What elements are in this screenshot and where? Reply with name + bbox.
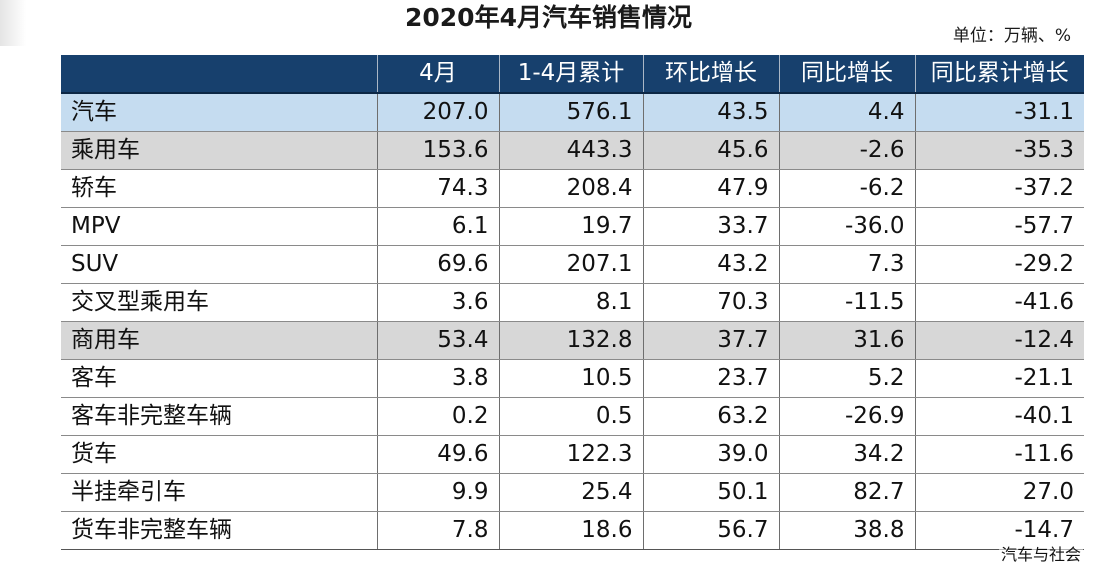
value-cell: 7.8 — [376, 511, 499, 550]
row-label: 轿车 — [61, 169, 377, 208]
value-cell: 69.6 — [376, 245, 499, 284]
value-cell: 132.8 — [498, 321, 643, 360]
table-row: 交叉型乘用车 3.6 8.1 70.3 -11.5 -41.6 — [61, 283, 1084, 322]
value-cell: 0.5 — [498, 397, 643, 436]
value-cell: 33.7 — [642, 207, 779, 246]
value-cell: 122.3 — [498, 435, 643, 474]
value-cell: 3.8 — [376, 359, 499, 398]
unit-label: 单位：万辆、% — [952, 26, 1071, 46]
table-row: 货车非完整车辆 7.8 18.6 56.7 38.8 -14.7 — [61, 511, 1084, 550]
row-label: 商用车 — [61, 321, 377, 360]
value-cell: 153.6 — [376, 131, 499, 170]
value-cell: 47.9 — [642, 169, 779, 208]
value-cell: -21.1 — [914, 359, 1084, 398]
value-cell: 207.1 — [498, 245, 643, 284]
table-row: 客车 3.8 10.5 23.7 5.2 -21.1 — [61, 359, 1084, 398]
value-cell: 53.4 — [376, 321, 499, 360]
row-label: 交叉型乘用车 — [61, 283, 377, 322]
value-cell: -31.1 — [914, 93, 1084, 132]
value-cell: 70.3 — [642, 283, 779, 322]
value-cell: 207.0 — [376, 93, 499, 132]
value-cell: 6.1 — [376, 207, 499, 246]
value-cell: 43.2 — [642, 245, 779, 284]
table-row: 乘用车 153.6 443.3 45.6 -2.6 -35.3 — [61, 131, 1084, 170]
value-cell: -40.1 — [914, 397, 1084, 436]
value-cell: 23.7 — [642, 359, 779, 398]
column-header: 环比增长 — [642, 55, 779, 94]
value-cell: 576.1 — [498, 93, 643, 132]
row-label: SUV — [61, 245, 377, 284]
table-row: 汽车 207.0 576.1 43.5 4.4 -31.1 — [61, 93, 1084, 132]
value-cell: 49.6 — [376, 435, 499, 474]
value-cell: 37.7 — [642, 321, 779, 360]
value-cell: 5.2 — [778, 359, 915, 398]
value-cell: 74.3 — [376, 169, 499, 208]
value-cell: -26.9 — [778, 397, 915, 436]
row-label: 客车非完整车辆 — [61, 397, 377, 436]
value-cell: 7.3 — [778, 245, 915, 284]
value-cell: 82.7 — [778, 473, 915, 512]
value-cell: 443.3 — [498, 131, 643, 170]
value-cell: -2.6 — [778, 131, 915, 170]
column-header: 4月 — [376, 55, 499, 94]
row-label: 货车非完整车辆 — [61, 511, 377, 550]
value-cell: 208.4 — [498, 169, 643, 208]
row-label: 货车 — [61, 435, 377, 474]
value-cell: -29.2 — [914, 245, 1084, 284]
table-row: 商用车 53.4 132.8 37.7 31.6 -12.4 — [61, 321, 1084, 360]
value-cell: 19.7 — [498, 207, 643, 246]
source-watermark: 汽车与社会 — [998, 545, 1083, 564]
value-cell: -6.2 — [778, 169, 915, 208]
row-label: 乘用车 — [61, 131, 377, 170]
sales-table: 4月 1-4月累计 环比增长 同比增长 同比累计增长 汽车 207.0 576.… — [61, 55, 1084, 550]
row-label: 半挂牵引车 — [61, 473, 377, 512]
value-cell: -11.6 — [914, 435, 1084, 474]
value-cell: -35.3 — [914, 131, 1084, 170]
value-cell: 0.2 — [376, 397, 499, 436]
table-row: SUV 69.6 207.1 43.2 7.3 -29.2 — [61, 245, 1084, 284]
row-label: MPV — [61, 207, 377, 246]
table-row: 半挂牵引车 9.9 25.4 50.1 82.7 27.0 — [61, 473, 1084, 512]
value-cell: 45.6 — [642, 131, 779, 170]
value-cell: 39.0 — [642, 435, 779, 474]
value-cell: 38.8 — [778, 511, 915, 550]
column-header: 1-4月累计 — [498, 55, 643, 94]
value-cell: -41.6 — [914, 283, 1084, 322]
table-row: 客车非完整车辆 0.2 0.5 63.2 -26.9 -40.1 — [61, 397, 1084, 436]
value-cell: 4.4 — [778, 93, 915, 132]
value-cell: -11.5 — [778, 283, 915, 322]
table-header-row: 4月 1-4月累计 环比增长 同比增长 同比累计增长 — [61, 55, 1084, 94]
value-cell: 43.5 — [642, 93, 779, 132]
page-corner-shadow — [0, 0, 26, 46]
value-cell: -57.7 — [914, 207, 1084, 246]
value-cell: 56.7 — [642, 511, 779, 550]
value-cell: 9.9 — [376, 473, 499, 512]
value-cell: -36.0 — [778, 207, 915, 246]
table-row: 货车 49.6 122.3 39.0 34.2 -11.6 — [61, 435, 1084, 474]
page-title: 2020年4月汽车销售情况 — [405, 3, 692, 32]
row-label: 客车 — [61, 359, 377, 398]
value-cell: -37.2 — [914, 169, 1084, 208]
table-row: MPV 6.1 19.7 33.7 -36.0 -57.7 — [61, 207, 1084, 246]
column-header: 同比累计增长 — [914, 55, 1084, 94]
column-header: 同比增长 — [778, 55, 915, 94]
table-row: 轿车 74.3 208.4 47.9 -6.2 -37.2 — [61, 169, 1084, 208]
value-cell: -12.4 — [914, 321, 1084, 360]
value-cell: 34.2 — [778, 435, 915, 474]
value-cell: 18.6 — [498, 511, 643, 550]
value-cell: 50.1 — [642, 473, 779, 512]
value-cell: 63.2 — [642, 397, 779, 436]
row-label: 汽车 — [61, 93, 377, 132]
value-cell: -14.7 — [914, 511, 1084, 550]
value-cell: 25.4 — [498, 473, 643, 512]
value-cell: 31.6 — [778, 321, 915, 360]
header-corner-cell — [61, 55, 377, 94]
value-cell: 10.5 — [498, 359, 643, 398]
value-cell: 3.6 — [376, 283, 499, 322]
value-cell: 8.1 — [498, 283, 643, 322]
value-cell: 27.0 — [914, 473, 1084, 512]
